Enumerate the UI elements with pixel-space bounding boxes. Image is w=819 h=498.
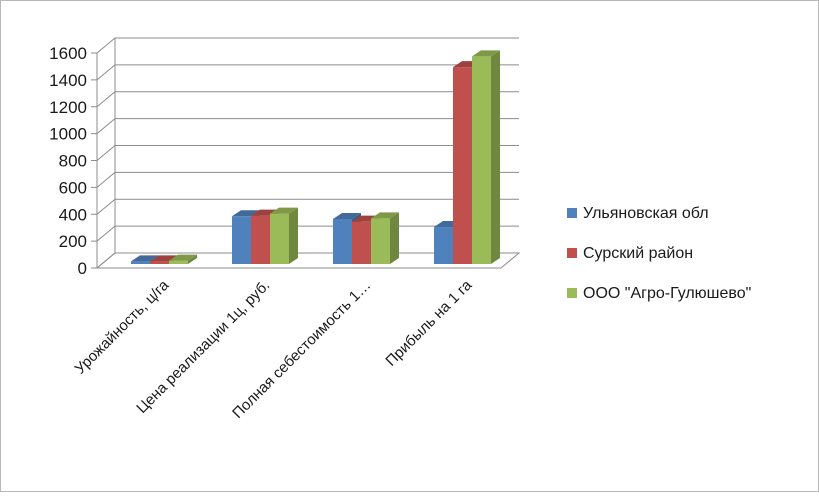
bar-top bbox=[472, 50, 500, 57]
bar bbox=[270, 207, 298, 264]
legend-swatch bbox=[567, 288, 577, 298]
bar-top bbox=[333, 212, 361, 219]
bar bbox=[169, 254, 197, 264]
bar-front bbox=[150, 261, 169, 264]
bar-front bbox=[434, 227, 453, 264]
gridline bbox=[96, 145, 519, 161]
bar-front bbox=[131, 261, 150, 264]
legend-label: Сурский район bbox=[583, 245, 693, 262]
bar-side bbox=[289, 207, 298, 264]
bar-front bbox=[333, 218, 352, 264]
y-tick-label: 1600 bbox=[49, 44, 87, 63]
x-tick-label: Прибыль на 1 га bbox=[382, 276, 475, 369]
bar-front bbox=[352, 221, 371, 264]
bars bbox=[131, 50, 500, 264]
bar-side bbox=[491, 50, 500, 264]
gridline bbox=[96, 171, 519, 188]
bar-top bbox=[371, 212, 399, 219]
y-tick-label: 200 bbox=[59, 232, 87, 251]
legend-label: ООО "Агро-Гулюшево" bbox=[583, 285, 751, 302]
legend: Ульяновская обл Сурский район ООО "Агро-Гу… bbox=[567, 205, 751, 302]
bar bbox=[371, 212, 399, 264]
bar-top bbox=[169, 254, 197, 261]
gridline bbox=[96, 91, 519, 108]
y-tick-label: 800 bbox=[59, 152, 87, 171]
gridline bbox=[96, 198, 519, 215]
legend-label: Ульяновская обл bbox=[583, 205, 709, 222]
bar-front bbox=[169, 260, 188, 264]
y-axis-ticks: 0 200 400 600 800 1000 1200 1400 1600 bbox=[49, 44, 97, 278]
bar bbox=[472, 50, 500, 264]
bar-front bbox=[270, 213, 289, 264]
bar-top bbox=[270, 207, 298, 214]
y-tick-label: 1400 bbox=[49, 71, 87, 90]
bar-front bbox=[371, 218, 390, 264]
bar-side bbox=[390, 212, 399, 264]
x-tick-label: Урожайность, ц/га bbox=[72, 276, 173, 377]
gridline bbox=[96, 37, 519, 54]
gridline bbox=[96, 64, 519, 81]
bar-front bbox=[472, 56, 491, 264]
y-tick-label: 600 bbox=[59, 178, 87, 197]
y-tick-label: 0 bbox=[78, 259, 87, 278]
floor bbox=[95, 252, 521, 269]
bar-front bbox=[232, 216, 251, 264]
bar-front bbox=[453, 67, 472, 264]
y-tick-label: 1000 bbox=[49, 125, 87, 144]
bar-top bbox=[131, 255, 159, 262]
bar-side bbox=[188, 254, 197, 264]
gridline bbox=[96, 118, 519, 135]
legend-swatch bbox=[567, 248, 577, 258]
y-tick-label: 1200 bbox=[49, 98, 87, 117]
y-tick-label: 400 bbox=[59, 205, 87, 224]
bar-front bbox=[251, 215, 270, 264]
legend-swatch bbox=[567, 208, 577, 218]
gridlines bbox=[96, 37, 519, 242]
